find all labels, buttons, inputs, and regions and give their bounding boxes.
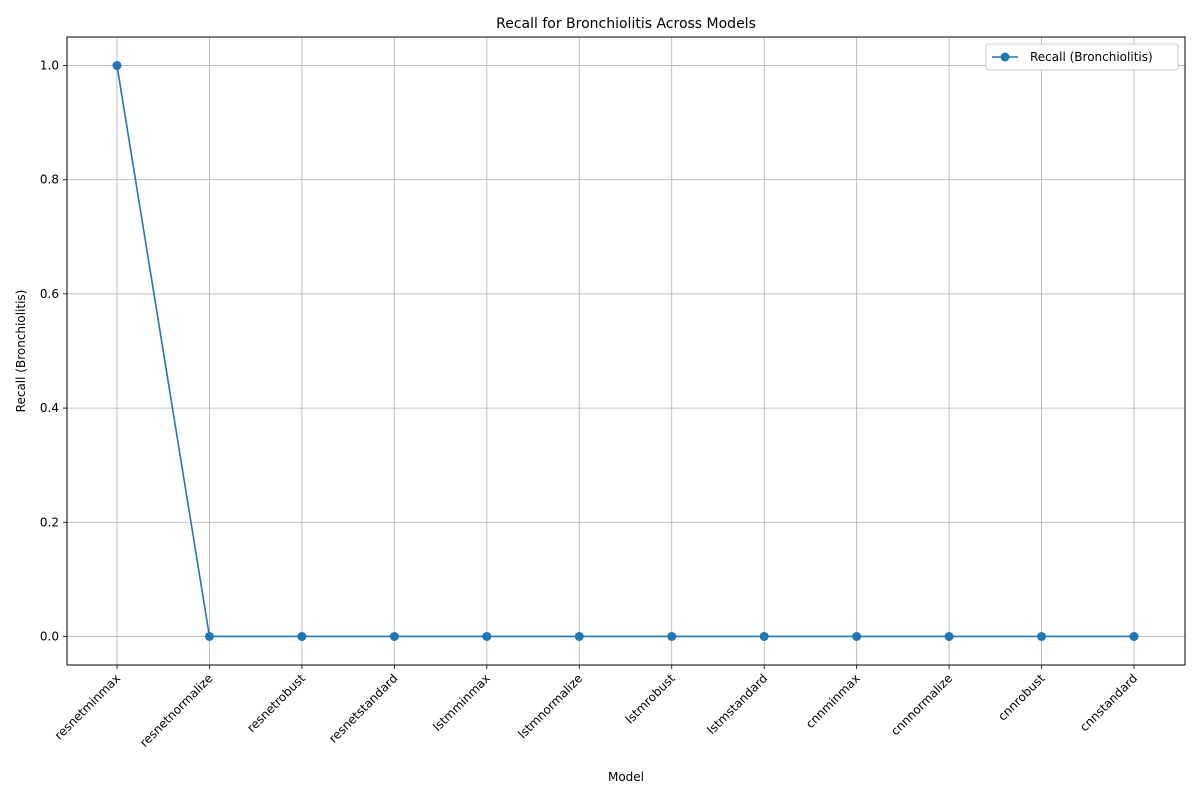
x-tick-label: cnnrobust	[995, 671, 1048, 724]
data-point	[759, 631, 769, 641]
x-tick-label: resnetminmax	[52, 671, 123, 742]
axis-ticks: 0.0 0.2 0.4 0.6 0.8 1.0 resnetminmax resnetnorm…	[40, 59, 1140, 750]
data-point	[204, 631, 214, 641]
series-layer	[112, 61, 1139, 641]
y-tick-label: 0.6	[40, 287, 59, 301]
x-axis-label: Model	[608, 770, 644, 784]
legend-box	[985, 43, 1179, 71]
data-point	[944, 631, 954, 641]
x-tick-label: lstmstandard	[704, 671, 770, 737]
x-tick-label: lstmrobust	[623, 671, 678, 726]
x-tick-label: resnetnormalize	[137, 671, 216, 750]
data-point	[1037, 631, 1047, 641]
y-tick-label: 0.8	[40, 173, 59, 187]
y-tick-label: 0.2	[40, 515, 59, 529]
legend-marker	[1000, 52, 1010, 62]
data-point	[297, 631, 307, 641]
series-line	[116, 65, 1134, 638]
chart-title: Recall for Bronchiolitis Across Models	[496, 16, 756, 32]
data-point	[112, 61, 122, 71]
x-tick-label: cnnminmax	[803, 671, 863, 731]
y-tick-label: 1.0	[40, 59, 59, 73]
y-tick-label: 0.4	[40, 401, 59, 415]
data-point	[1129, 631, 1139, 641]
data-point	[574, 631, 584, 641]
x-tick-label: lstmnormalize	[515, 671, 585, 741]
data-point	[389, 631, 399, 641]
data-point	[667, 631, 677, 641]
y-axis-label: Recall (Bronchiolitis)	[14, 290, 28, 413]
grid-lines	[67, 37, 1185, 665]
x-tick-label: lstmminmax	[430, 671, 493, 734]
x-tick-label: cnnstandard	[1077, 671, 1140, 734]
data-point	[482, 631, 492, 641]
data-point	[852, 631, 862, 641]
y-tick-label: 0.0	[40, 629, 59, 643]
x-tick-label: resnetrobust	[244, 671, 308, 735]
x-tick-label: cnnnormalize	[888, 671, 955, 738]
x-tick-label: resnetstandard	[326, 671, 400, 745]
plot-frame	[66, 36, 1186, 666]
legend-label: Recall (Bronchiolitis)	[1030, 50, 1153, 64]
legend: Recall (Bronchiolitis)	[985, 43, 1179, 71]
